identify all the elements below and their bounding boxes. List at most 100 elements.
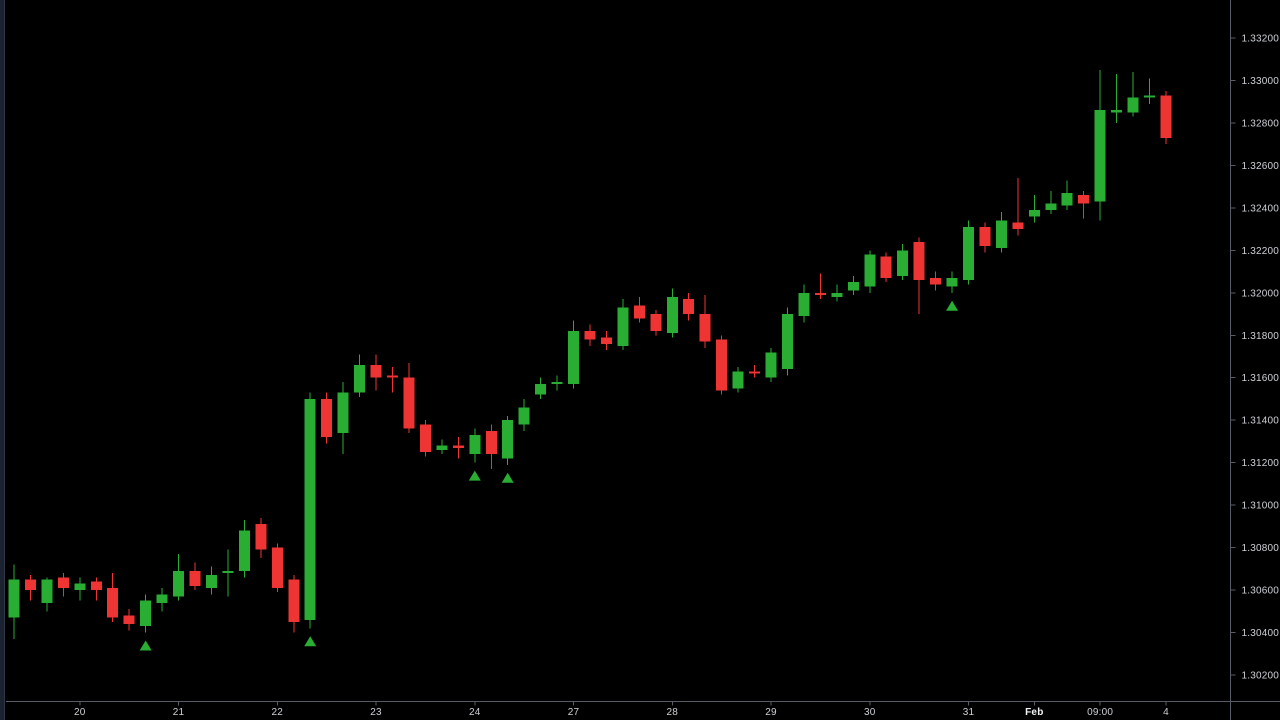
candle [963,220,975,285]
price-axis-label: 1.31200 [1242,458,1280,469]
candle [600,331,612,351]
candle [41,577,53,612]
candle [387,367,399,393]
candle [864,250,876,293]
candle [337,381,349,455]
price-axis-label: 1.30800 [1242,543,1280,554]
candle [485,424,497,470]
price-axis-label: 1.32200 [1242,246,1280,257]
candle [1061,180,1073,210]
candle [930,271,942,291]
candle [156,587,168,612]
time-axis-label: 27 [568,707,580,718]
candle [897,243,909,281]
candle [436,439,448,455]
buy-marker-triangle-up-icon [946,300,959,311]
candle [1012,178,1024,236]
candle [683,292,695,321]
time-axis-label: 24 [469,707,481,718]
price-axis-label: 1.32400 [1242,203,1280,214]
candle [1045,190,1057,215]
price-axis-label: 1.31800 [1242,331,1280,342]
time-axis-label: 09:00 [1087,707,1113,718]
candle [1111,74,1123,123]
candle [90,577,102,601]
candle [271,543,283,593]
price-axis-label: 1.30400 [1242,628,1280,639]
candle [946,271,958,293]
candle [288,575,300,633]
candle [74,577,86,601]
time-axis-label: 29 [765,707,777,718]
price-axis-label: 1.30200 [1242,671,1280,682]
price-axis-label: 1.33200 [1242,34,1280,45]
candle [57,573,69,597]
candle [123,609,135,631]
price-axis-label: 1.33000 [1242,76,1280,87]
candle [173,553,185,601]
candle [551,375,563,391]
price-axis-label: 1.31600 [1242,373,1280,384]
candle [995,212,1007,253]
candle [238,519,250,578]
candle [847,275,859,295]
candle [255,517,267,559]
candle [699,294,711,349]
candle [222,549,234,597]
candle [831,284,843,302]
time-axis-label: 31 [963,707,975,718]
candle [469,428,481,463]
time-axis-label: 23 [370,707,382,718]
time-axis-label: 22 [272,707,284,718]
candle [1127,71,1139,117]
candle [452,437,464,459]
candle [765,348,777,382]
candle [716,335,728,395]
candle [568,320,580,389]
candle [1144,78,1156,104]
candle [518,398,530,431]
time-axis-label: 20 [74,707,86,718]
buy-marker-triangle-up-icon [304,636,317,647]
price-axis-label: 1.31000 [1242,501,1280,512]
candle [666,288,678,338]
candle [535,377,547,399]
candle [354,354,366,397]
time-axis-label: 21 [173,707,185,718]
candle [781,307,793,376]
price-axis-label: 1.31400 [1242,416,1280,427]
candle [979,222,991,253]
candle [913,237,925,315]
candle [1028,195,1040,223]
time-axis-label: 4 [1163,707,1169,718]
candle [1094,69,1106,221]
buy-marker-triangle-up-icon [468,470,481,481]
price-axis-label: 1.32000 [1242,288,1280,299]
left-pane-edge [0,0,4,720]
candle [140,594,152,633]
candle [370,354,382,391]
candle [1078,190,1090,219]
candle [633,297,645,323]
candle [650,309,662,336]
candle [189,562,201,591]
candle [304,392,316,629]
time-axis-label: 30 [864,707,876,718]
buy-markers [139,300,959,651]
candle [617,299,629,351]
price-axis-label: 1.32600 [1242,161,1280,172]
candle [205,566,217,595]
time-axis-label: Feb [1025,707,1043,718]
candle [880,252,892,283]
price-axis-label: 1.30600 [1242,586,1280,597]
price-axis[interactable]: 1.33200 1.33000 1.32800 1.32600 1.32400 1.322… [1230,34,1280,682]
candles-series [8,69,1172,639]
candle [419,420,431,457]
buy-marker-triangle-up-icon [139,640,152,651]
candle [403,362,415,433]
time-axis[interactable]: 20 21 22 23 24 27 28 29 30 31 Feb 09:00 4 [74,701,1169,719]
candle [584,324,596,346]
